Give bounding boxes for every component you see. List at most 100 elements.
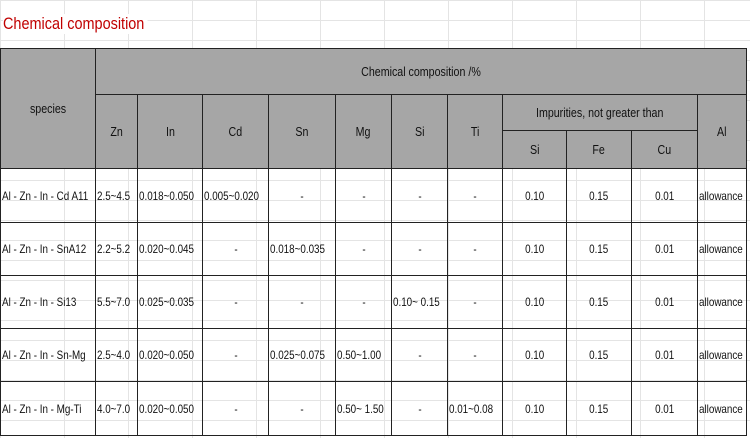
table-cell: -: [202, 222, 269, 276]
table-cell: 0.50~1.00: [335, 328, 392, 382]
table-cell: 0.005~0.020: [202, 168, 269, 223]
cell-text: 0.50~1.00: [337, 348, 382, 362]
table-cell: 0.15: [566, 168, 632, 223]
cell-text: 0.01: [654, 188, 675, 203]
table-cell: -: [391, 328, 448, 382]
table-cell: 0.01: [631, 381, 698, 436]
table-cell: 2.2~5.2: [95, 222, 138, 276]
cell-text: 0.01: [654, 295, 675, 309]
table-cell: allowance: [697, 222, 747, 276]
cell-text: Al: [717, 124, 727, 139]
cell-text: -: [473, 188, 477, 203]
cell-text: -: [300, 401, 304, 416]
cell-text: -: [233, 295, 238, 309]
table-cell: Al - Zn - In - SnA12: [0, 222, 96, 276]
cell-text: Si: [414, 124, 425, 139]
table-cell: -: [447, 275, 503, 329]
cell-text: 0.025~0.075: [270, 348, 326, 362]
table-cell: 0.15: [566, 222, 632, 276]
table-cell: -: [268, 168, 336, 223]
cell-text: allowance: [699, 401, 743, 416]
table-cell: -: [202, 328, 269, 382]
header-cell: species: [0, 48, 96, 169]
cell-text: -: [233, 348, 238, 362]
header-cell: Si: [502, 130, 567, 169]
cell-text: -: [233, 401, 238, 416]
table-cell: 0.15: [566, 275, 632, 329]
cell-text: Zn: [110, 124, 123, 139]
cell-text: 0.15: [589, 348, 609, 362]
cell-text: 2.2~5.2: [97, 242, 131, 256]
cell-text: 0.018~0.050: [139, 188, 195, 203]
cell-text: -: [361, 242, 366, 256]
table-cell: 0.018~0.035: [268, 222, 336, 276]
table-cell: allowance: [697, 381, 747, 436]
header-cell: Mg: [335, 94, 392, 169]
table-cell: 0.15: [566, 328, 632, 382]
cell-text: allowance: [699, 242, 743, 256]
table-cell: -: [202, 381, 269, 436]
table-cell: 0.10: [502, 275, 567, 329]
cell-text: Mg: [356, 124, 371, 139]
cell-text: -: [473, 348, 477, 362]
table-cell: 0.01: [631, 328, 698, 382]
cell-text: 2.5~4.5: [97, 188, 131, 203]
cell-text: -: [233, 242, 238, 256]
table-cell: -: [268, 381, 336, 436]
cell-text: Impurities, not greater than: [536, 105, 664, 120]
table-cell: 0.01: [631, 168, 698, 223]
table-cell: 0.01~0.08: [447, 381, 503, 436]
header-cell: Fe: [566, 130, 632, 169]
table-cell: Al - Zn - In - Si13: [0, 275, 96, 329]
table-cell: 0.15: [566, 381, 632, 436]
table-cell: -: [391, 222, 448, 276]
header-cell: Sn: [268, 94, 336, 169]
cell-text: 0.10: [524, 348, 545, 362]
header-cell: Ti: [447, 94, 503, 169]
table-cell: -: [335, 275, 392, 329]
table-cell: 4.0~7.0: [95, 381, 138, 436]
cell-text: -: [417, 188, 422, 203]
cell-text: Fe: [592, 142, 606, 157]
title: Chemical composition: [3, 14, 148, 34]
header-cell: In: [137, 94, 203, 169]
cell-text: Cd: [228, 124, 243, 139]
cell-text: allowance: [699, 348, 743, 362]
cell-text: 0.01~0.08: [449, 401, 494, 416]
cell-text: Si: [529, 142, 540, 157]
cell-text: Ti: [470, 124, 480, 139]
cell-text: 0.10: [524, 295, 545, 309]
cell-text: -: [473, 242, 477, 256]
table-cell: -: [447, 328, 503, 382]
table-cell: -: [335, 168, 392, 223]
table-cell: -: [202, 275, 269, 329]
table-cell: -: [391, 381, 448, 436]
table-cell: -: [268, 275, 336, 329]
header-cell: Impurities, not greater than: [502, 94, 698, 131]
table-cell: 0.10: [502, 168, 567, 223]
table-cell: 0.01: [631, 222, 698, 276]
table-cell: -: [335, 222, 392, 276]
cell-text: 0.01: [654, 348, 675, 362]
cell-text: 0.10: [524, 188, 545, 203]
cell-text: -: [473, 295, 477, 309]
table-cell: 5.5~7.0: [95, 275, 138, 329]
cell-text: Cu: [657, 142, 672, 157]
header-cell: Cd: [202, 94, 269, 169]
table-cell: -: [447, 168, 503, 223]
cell-text: allowance: [699, 188, 743, 203]
cell-text: 4.0~7.0: [97, 401, 131, 416]
table-cell: 0.020~0.050: [137, 328, 203, 382]
cell-text: -: [361, 188, 366, 203]
table-cell: 0.025~0.035: [137, 275, 203, 329]
cell-text: species: [29, 101, 67, 116]
table-cell: 0.10: [502, 381, 567, 436]
cell-text: 0.10~ 0.15: [393, 295, 440, 309]
cell-text: Al - Zn - In - Cd A11: [2, 188, 89, 203]
table-cell: Al - Zn - In - Mg-Ti: [0, 381, 96, 436]
cell-text: 0.005~0.020: [204, 188, 260, 203]
table-cell: Al - Zn - In - Sn-Mg: [0, 328, 96, 382]
table-cell: 0.020~0.050: [137, 381, 203, 436]
cell-text: 0.15: [589, 295, 609, 309]
cell-text: 0.50~ 1.50: [337, 401, 384, 416]
